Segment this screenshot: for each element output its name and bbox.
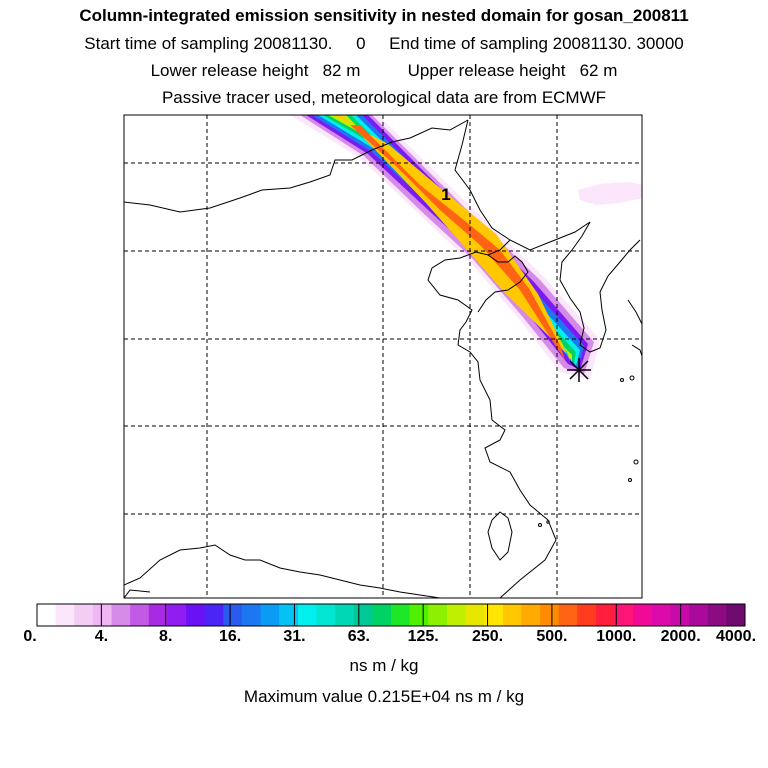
colorbar-swatch xyxy=(726,604,746,626)
colorbar-frame xyxy=(36,603,746,627)
colorbar-swatch xyxy=(391,604,411,626)
colorbar-tick-label: 2000. xyxy=(660,628,701,645)
colorbar-swatch xyxy=(428,604,448,626)
colorbar-swatch xyxy=(540,604,560,626)
colorbar-swatch xyxy=(558,604,578,626)
colorbar-tick-label: 31. xyxy=(283,628,306,645)
colorbar-swatch xyxy=(55,604,75,626)
colorbar-swatch xyxy=(689,604,709,626)
colorbar-swatch xyxy=(297,604,317,626)
colorbar-tick-label: 125. xyxy=(407,628,439,645)
colorbar-swatch xyxy=(148,604,168,626)
plume-layer xyxy=(578,182,642,205)
colorbar-swatch xyxy=(316,604,336,626)
colorbar-swatch xyxy=(707,604,727,626)
tracer-info-line: Passive tracer used, meteorological data… xyxy=(161,88,607,107)
colorbar-swatch xyxy=(502,604,522,626)
colorbar-swatch xyxy=(223,604,243,626)
colorbar-swatch xyxy=(465,604,485,626)
sampling-time-line: Start time of sampling 20081130. 0 End t… xyxy=(84,34,684,53)
colorbar-swatch xyxy=(372,604,392,626)
colorbar-tick-label: 0. xyxy=(23,628,37,645)
colorbar-swatch xyxy=(409,604,429,626)
colorbar xyxy=(36,603,746,627)
colorbar-swatch xyxy=(335,604,355,626)
receptor-marker-icon xyxy=(567,358,591,382)
plume-label: 1 xyxy=(441,185,450,204)
colorbar-swatch xyxy=(446,604,467,626)
colorbar-swatch xyxy=(353,604,373,626)
colorbar-tick-label: 500. xyxy=(536,628,568,645)
colorbar-swatch xyxy=(241,604,262,626)
graticule xyxy=(124,115,642,598)
colorbar-swatch xyxy=(670,604,690,626)
colorbar-swatch xyxy=(577,604,597,626)
colorbar-tick-label: 16. xyxy=(218,628,242,645)
colorbar-swatch xyxy=(204,604,224,626)
map-title: Column-integrated emission sensitivity i… xyxy=(79,6,689,25)
colorbar-swatch xyxy=(595,604,616,626)
colorbar-tick-label: 1000. xyxy=(596,628,637,645)
colorbar-swatch xyxy=(279,604,299,626)
colorbar-tick-label: 4. xyxy=(94,628,109,645)
colorbar-swatch xyxy=(130,604,150,626)
colorbar-swatch xyxy=(260,604,280,626)
colorbar-swatch xyxy=(484,604,504,626)
release-height-line: Lower release height 82 m Upper release … xyxy=(150,61,618,80)
colorbar-swatch xyxy=(74,604,94,626)
colorbar-tick-label: 4000. xyxy=(715,628,757,645)
colorbar-tick-label: 8. xyxy=(159,628,173,645)
coastlines xyxy=(124,119,642,598)
colorbar-tick-label: 250. xyxy=(471,628,504,645)
units-label: ns m / kg xyxy=(349,656,419,675)
colorbar-swatch xyxy=(92,604,113,626)
colorbar-swatch xyxy=(167,604,187,626)
colorbar-swatch xyxy=(633,604,653,626)
plume-layer xyxy=(300,115,594,374)
maximum-value-line: Maximum value 0.215E+04 ns m / kg xyxy=(243,687,525,706)
colorbar-swatch xyxy=(614,604,634,626)
colorbar-swatch xyxy=(186,604,206,626)
colorbar-swatch xyxy=(37,604,57,626)
colorbar-swatch xyxy=(651,604,671,626)
colorbar-swatch xyxy=(521,604,541,626)
colorbar-swatch xyxy=(111,604,131,626)
colorbar-tick-label: 63. xyxy=(347,628,370,645)
